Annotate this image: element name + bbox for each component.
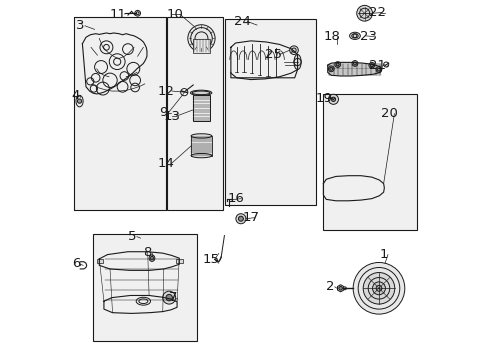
Text: 19: 19 [315,92,332,105]
Text: 1: 1 [379,248,387,261]
Text: 10: 10 [166,8,183,21]
Bar [167,17,223,211]
Bar [323,94,416,230]
Text: 11: 11 [109,8,126,21]
Text: 4: 4 [71,89,79,102]
Text: 9: 9 [159,106,168,119]
Bar [97,259,103,263]
Text: 23: 23 [359,30,376,43]
Text: 20: 20 [381,107,397,120]
Ellipse shape [191,134,211,138]
Circle shape [328,66,333,72]
Text: 25: 25 [265,48,282,61]
Bar [176,259,183,263]
Ellipse shape [190,90,211,95]
Text: 16: 16 [227,192,244,205]
Bar [192,39,210,53]
Bar [74,17,165,211]
Text: 17: 17 [242,211,259,224]
Bar [224,19,316,205]
Circle shape [163,291,175,304]
Ellipse shape [349,32,360,40]
Text: 15: 15 [202,253,219,266]
Circle shape [77,99,81,103]
Polygon shape [337,285,343,292]
Bar [224,19,316,205]
Circle shape [375,67,381,72]
Circle shape [180,89,187,96]
Text: 12: 12 [158,85,175,98]
Text: 6: 6 [72,257,80,270]
Circle shape [368,62,374,68]
Circle shape [372,282,385,295]
Ellipse shape [191,153,211,158]
Text: 14: 14 [157,157,174,170]
Bar [93,234,197,341]
Circle shape [150,256,153,260]
Text: 22: 22 [368,6,385,19]
Circle shape [343,287,346,290]
Text: 2: 2 [325,280,334,293]
Bar [74,17,165,211]
Bar [167,17,223,211]
Circle shape [135,10,140,16]
Circle shape [238,216,243,221]
Circle shape [328,94,338,104]
Text: 3: 3 [76,19,84,32]
Circle shape [356,5,372,21]
Text: 18: 18 [323,30,340,43]
Bar [74,17,165,211]
Circle shape [330,97,335,102]
Circle shape [289,46,298,54]
Ellipse shape [293,54,301,69]
Text: 13: 13 [163,110,180,123]
Circle shape [334,62,340,67]
Circle shape [338,287,342,290]
Circle shape [383,62,388,67]
Text: 21: 21 [368,59,386,72]
Bar [323,94,416,230]
Bar [93,234,197,341]
Text: 8: 8 [143,246,152,259]
Circle shape [165,294,172,301]
Circle shape [352,262,404,314]
Text: 5: 5 [128,230,137,243]
Circle shape [187,25,215,52]
Bar [192,95,209,121]
Bar [191,136,211,156]
Circle shape [363,273,394,304]
Text: 7: 7 [168,291,177,304]
Circle shape [235,214,245,224]
Text: 24: 24 [234,15,251,28]
Circle shape [351,60,357,66]
